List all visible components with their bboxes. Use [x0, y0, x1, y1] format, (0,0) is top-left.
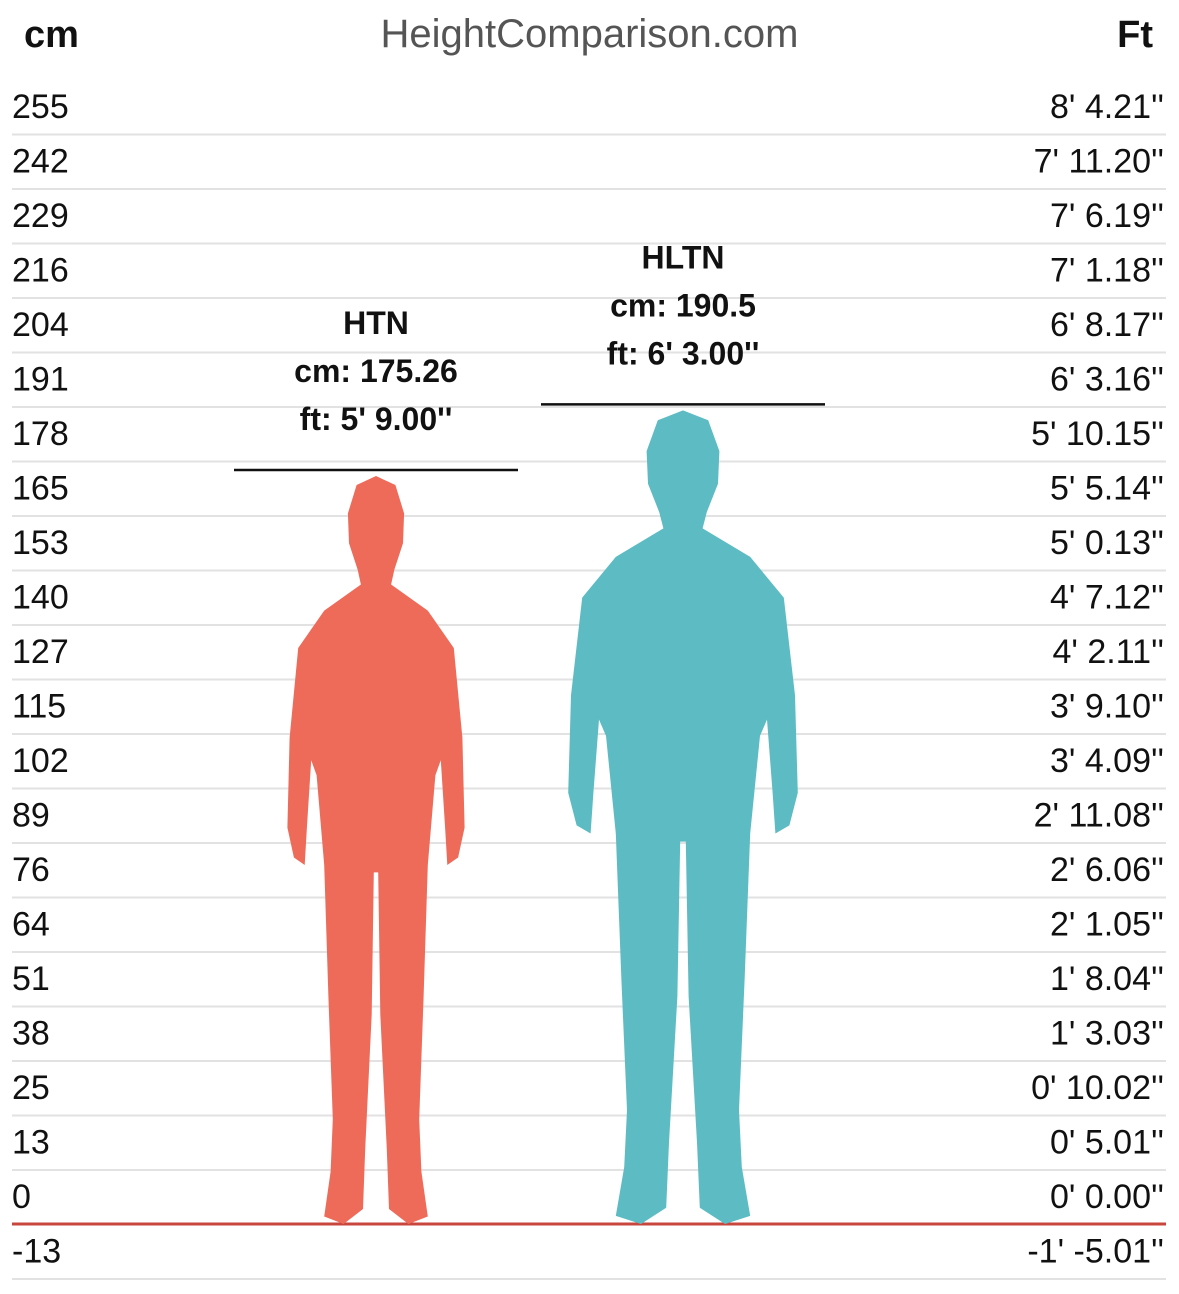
ft-tick-label: 1' 3.03'': [1050, 1015, 1164, 1053]
cm-tick-label: 25: [12, 1069, 50, 1107]
cm-tick-label: 0: [12, 1178, 31, 1216]
ft-tick-label: 8' 4.21'': [1050, 88, 1164, 126]
person-name: HTN: [343, 305, 409, 341]
cm-unit-header: cm: [24, 14, 79, 56]
person-name: HLTN: [642, 239, 725, 275]
cm-tick-label: -13: [12, 1233, 61, 1271]
cm-tick-label: 64: [12, 906, 50, 944]
ft-tick-label: 4' 2.11'': [1053, 633, 1164, 671]
cm-tick-label: 102: [12, 742, 69, 780]
cm-tick-label: 255: [12, 88, 69, 126]
ft-tick-label: 4' 7.12'': [1050, 579, 1164, 617]
person-cm-label: cm: 175.26: [294, 353, 458, 389]
ft-tick-label: 6' 3.16'': [1050, 361, 1164, 399]
person-ft-label: ft: 5' 9.00'': [300, 401, 453, 437]
ft-tick-label: 7' 11.20'': [1034, 143, 1164, 181]
cm-tick-label: 127: [12, 633, 69, 671]
person-cm-label: cm: 190.5: [610, 287, 756, 323]
ft-tick-label: 6' 8.17'': [1050, 306, 1164, 344]
cm-tick-label: 204: [12, 306, 69, 344]
cm-tick-label: 229: [12, 197, 69, 235]
ft-tick-label: 5' 0.13'': [1050, 524, 1164, 562]
cm-tick-label: 165: [12, 470, 69, 508]
cm-tick-label: 13: [12, 1124, 50, 1162]
ft-unit-header: Ft: [1117, 14, 1153, 56]
person-silhouette-htn: [287, 476, 465, 1224]
cm-tick-label: 76: [12, 851, 50, 889]
ft-tick-label: 1' 8.04'': [1050, 960, 1164, 998]
ft-tick-label: 0' 10.02'': [1031, 1069, 1164, 1107]
cm-tick-label: 89: [12, 797, 50, 835]
ft-tick-label: 7' 6.19'': [1050, 197, 1164, 235]
cm-tick-label: 51: [12, 960, 50, 998]
ft-tick-label: 0' 5.01'': [1050, 1124, 1164, 1162]
ft-tick-label: 2' 11.08'': [1034, 797, 1164, 835]
cm-tick-label: 242: [12, 143, 69, 181]
ft-tick-label: 3' 4.09'': [1050, 742, 1164, 780]
cm-tick-label: 191: [12, 361, 69, 399]
site-title: HeightComparison.com: [380, 12, 799, 56]
cm-tick-label: 38: [12, 1015, 50, 1053]
ft-tick-label: -1' -5.01'': [1027, 1233, 1164, 1271]
ft-tick-label: 5' 10.15'': [1031, 415, 1164, 453]
ft-tick-label: 5' 5.14'': [1050, 470, 1164, 508]
ft-tick-label: 7' 1.18'': [1050, 252, 1164, 290]
cm-tick-label: 153: [12, 524, 69, 562]
cm-tick-label: 178: [12, 415, 69, 453]
cm-tick-label: 216: [12, 252, 69, 290]
ft-tick-label: 3' 9.10'': [1050, 688, 1164, 726]
ft-tick-label: 2' 6.06'': [1050, 851, 1164, 889]
person-silhouette-hltn: [568, 410, 798, 1224]
cm-tick-label: 140: [12, 579, 69, 617]
person-ft-label: ft: 6' 3.00'': [607, 335, 760, 371]
ft-tick-label: 0' 0.00'': [1050, 1178, 1164, 1216]
ft-tick-label: 2' 1.05'': [1050, 906, 1164, 944]
cm-tick-label: 115: [12, 688, 66, 726]
